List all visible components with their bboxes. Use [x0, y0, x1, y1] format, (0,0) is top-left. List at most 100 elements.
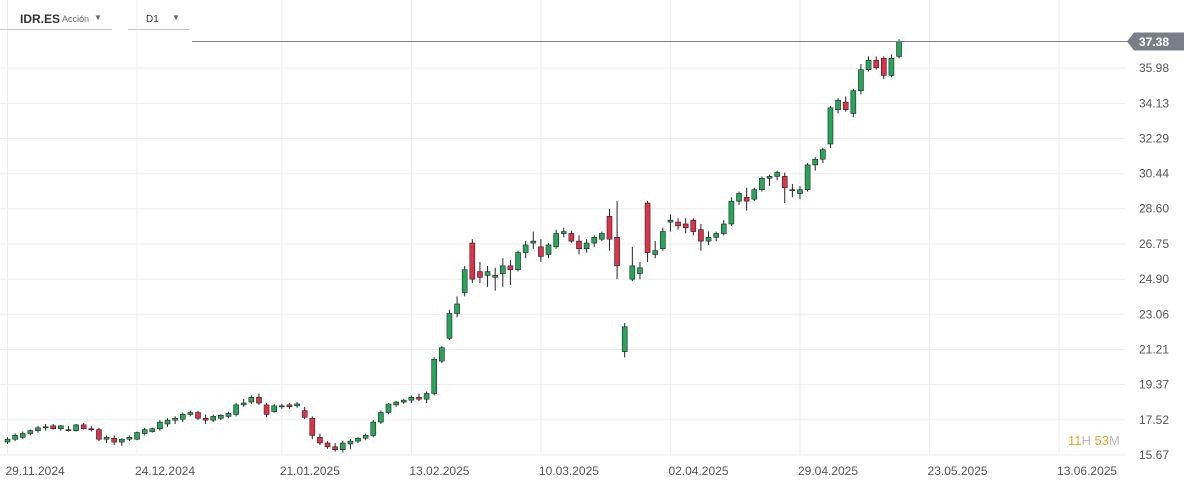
candle — [19, 431, 26, 440]
toolbar-divider — [0, 29, 112, 30]
candle — [484, 265, 491, 287]
candle — [301, 406, 308, 420]
candle — [263, 403, 270, 418]
candle — [766, 174, 773, 186]
candle — [240, 399, 247, 407]
candle — [210, 414, 217, 423]
candle — [202, 414, 209, 424]
y-tick-label: 23.06 — [1139, 307, 1169, 321]
candle — [172, 416, 178, 424]
candle — [492, 267, 498, 291]
candle — [538, 239, 544, 263]
candle — [743, 187, 750, 211]
candle — [50, 423, 57, 430]
candle — [568, 230, 575, 244]
candle — [675, 218, 681, 230]
candle — [820, 147, 826, 164]
timeframe-dropdown-icon[interactable]: ▼ — [172, 13, 180, 22]
candle — [233, 403, 239, 417]
candle — [362, 433, 369, 441]
candle — [507, 260, 514, 285]
candle — [58, 424, 64, 431]
candle — [73, 423, 79, 432]
candle — [599, 231, 605, 242]
candle — [42, 423, 49, 431]
candle — [629, 246, 636, 282]
candle — [309, 416, 316, 440]
candle — [324, 441, 331, 449]
countdown-minutes: 53 — [1094, 433, 1109, 448]
candle — [789, 183, 796, 198]
candle — [720, 220, 727, 236]
candle — [759, 176, 765, 192]
candle — [873, 56, 879, 70]
candle — [12, 433, 18, 442]
candle — [888, 54, 895, 78]
candle — [560, 227, 567, 238]
candle — [225, 411, 232, 419]
candle — [347, 439, 354, 449]
candle — [446, 309, 453, 341]
x-tick-label: 02.04.2025 — [668, 464, 728, 478]
candle — [698, 223, 704, 251]
candle — [141, 427, 148, 436]
y-tick-label: 21.21 — [1139, 342, 1169, 356]
candle — [35, 425, 41, 433]
candle — [461, 265, 468, 297]
instrument-type-label: Acción — [62, 14, 90, 24]
timeframe-label[interactable]: D1 — [146, 14, 159, 25]
last-price-label: 37.38 — [1139, 35, 1169, 49]
candle — [606, 208, 613, 251]
candle — [27, 429, 34, 436]
candle — [652, 241, 659, 259]
candle — [279, 403, 285, 409]
candle — [134, 431, 140, 441]
symbol-label[interactable]: IDR.ES — [20, 12, 61, 26]
x-tick-label: 29.04.2025 — [798, 464, 858, 478]
candle — [774, 170, 780, 181]
candle — [187, 410, 194, 417]
candle — [385, 403, 392, 415]
countdown-hours-unit: H — [1081, 433, 1091, 448]
candle — [690, 218, 697, 236]
candle — [865, 56, 872, 72]
y-tick-label: 28.60 — [1139, 202, 1169, 216]
candle — [400, 399, 407, 404]
symbol-dropdown-icon[interactable]: ▼ — [94, 13, 102, 22]
candle — [499, 258, 506, 287]
candle — [583, 239, 590, 253]
y-tick-label: 35.98 — [1139, 61, 1169, 75]
candle — [477, 262, 483, 284]
candle — [530, 231, 537, 249]
candle — [256, 393, 262, 405]
x-tick-label: 29.11.2024 — [6, 464, 65, 478]
candle — [111, 435, 117, 445]
candle — [218, 414, 224, 421]
candle — [637, 262, 643, 280]
y-tick-label: 24.90 — [1139, 272, 1169, 286]
candle — [576, 235, 582, 255]
candle — [781, 172, 788, 204]
candle — [896, 39, 902, 59]
candle — [126, 435, 133, 442]
candle — [271, 403, 278, 413]
x-tick-label: 21.01.2025 — [280, 464, 340, 478]
candle — [804, 163, 811, 192]
y-tick-label: 15.67 — [1139, 448, 1169, 462]
candle — [751, 187, 758, 202]
y-tick-label: 19.37 — [1139, 378, 1169, 392]
x-tick-label: 13.06.2025 — [1057, 464, 1117, 478]
candle — [88, 425, 95, 432]
chart-toolbar: IDR.ES Acción ▼ D1 ▼ — [0, 0, 192, 30]
candle — [705, 231, 712, 245]
x-tick-label: 24.12.2024 — [135, 464, 195, 478]
x-tick-label: 13.02.2025 — [409, 464, 469, 478]
candle — [378, 410, 384, 424]
candle — [80, 423, 87, 430]
candle — [736, 191, 742, 205]
candle — [103, 435, 110, 444]
candle — [416, 393, 422, 402]
candle — [797, 185, 803, 200]
candle — [157, 420, 163, 431]
